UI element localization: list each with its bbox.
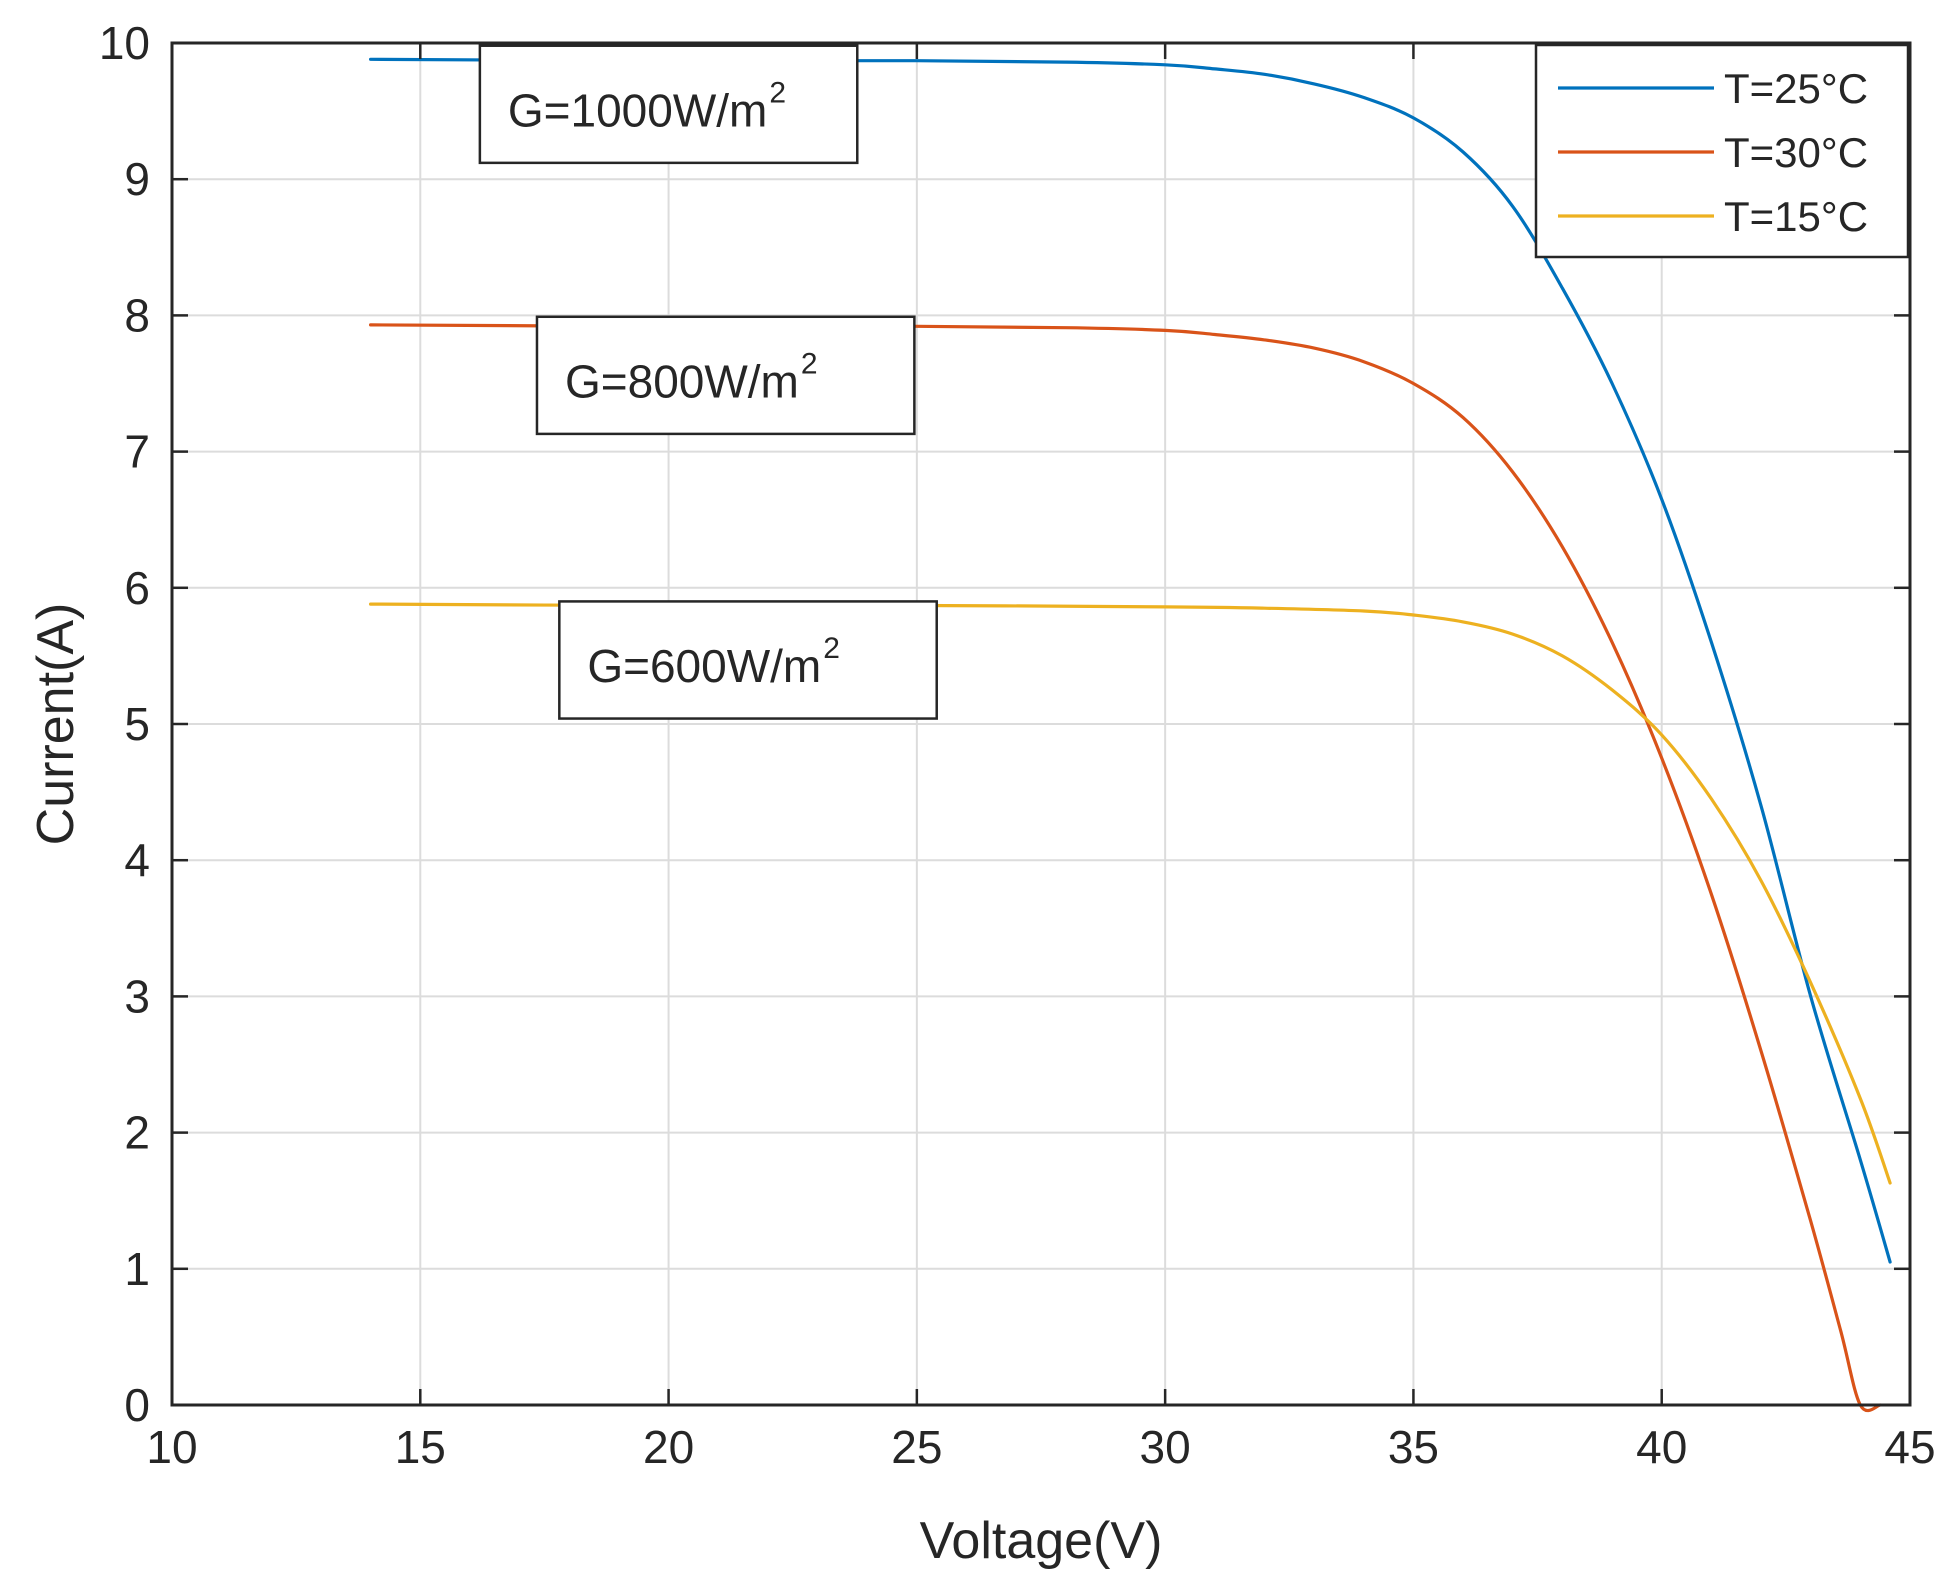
x-tick-label: 35 bbox=[1388, 1421, 1439, 1473]
legend-label-2: T=15°C bbox=[1724, 193, 1868, 240]
annotation-box-2 bbox=[558, 600, 938, 720]
y-tick-label: 10 bbox=[99, 17, 150, 69]
x-tick-label: 30 bbox=[1140, 1421, 1191, 1473]
annotation-base-text: G=600W/m bbox=[587, 640, 821, 692]
annotation-base-text: G=1000W/m bbox=[508, 84, 767, 136]
y-tick-label: 4 bbox=[124, 834, 150, 886]
annotation-label-0: G=1000W/m2 bbox=[508, 76, 786, 136]
series-line-0 bbox=[369, 57, 1892, 1264]
x-tick-label: 15 bbox=[395, 1421, 446, 1473]
series-line-1 bbox=[369, 323, 1882, 1413]
x-tick-label: 10 bbox=[146, 1421, 197, 1473]
annotation-superscript: 2 bbox=[823, 632, 840, 665]
annotations: G=1000W/m2G=800W/m2G=600W/m2 bbox=[478, 44, 938, 720]
y-tick-label: 2 bbox=[124, 1107, 150, 1159]
annotation-label-1: G=800W/m2 bbox=[565, 347, 818, 407]
annotation-base-text: G=800W/m bbox=[565, 355, 799, 407]
legend-label-1: T=30°C bbox=[1724, 129, 1868, 176]
legend-label-0: T=25°C bbox=[1724, 65, 1868, 112]
x-tick-label: 40 bbox=[1636, 1421, 1687, 1473]
y-tick-label: 3 bbox=[124, 970, 150, 1022]
annotation-box-0 bbox=[478, 44, 859, 165]
annotation-box-1 bbox=[535, 315, 916, 436]
annotation-superscript: 2 bbox=[801, 347, 818, 380]
y-tick-label: 7 bbox=[124, 426, 150, 478]
annotation-superscript: 2 bbox=[769, 76, 786, 109]
x-tick-label: 20 bbox=[643, 1421, 694, 1473]
y-tick-label: 8 bbox=[124, 289, 150, 341]
y-tick-label: 5 bbox=[124, 698, 150, 750]
x-axis-label: Voltage(V) bbox=[920, 1512, 1163, 1570]
y-tick-label: 1 bbox=[124, 1243, 150, 1295]
x-tick-label: 25 bbox=[891, 1421, 942, 1473]
y-tick-label: 9 bbox=[124, 153, 150, 205]
legend: T=25°C T=30°C T=15°C bbox=[1534, 43, 1910, 259]
y-tick-label: 0 bbox=[124, 1379, 150, 1431]
y-tick-label: 6 bbox=[124, 562, 150, 614]
y-axis-label: Current(A) bbox=[27, 603, 85, 846]
x-tick-label: 45 bbox=[1884, 1421, 1935, 1473]
annotation-label-2: G=600W/m2 bbox=[587, 632, 840, 692]
